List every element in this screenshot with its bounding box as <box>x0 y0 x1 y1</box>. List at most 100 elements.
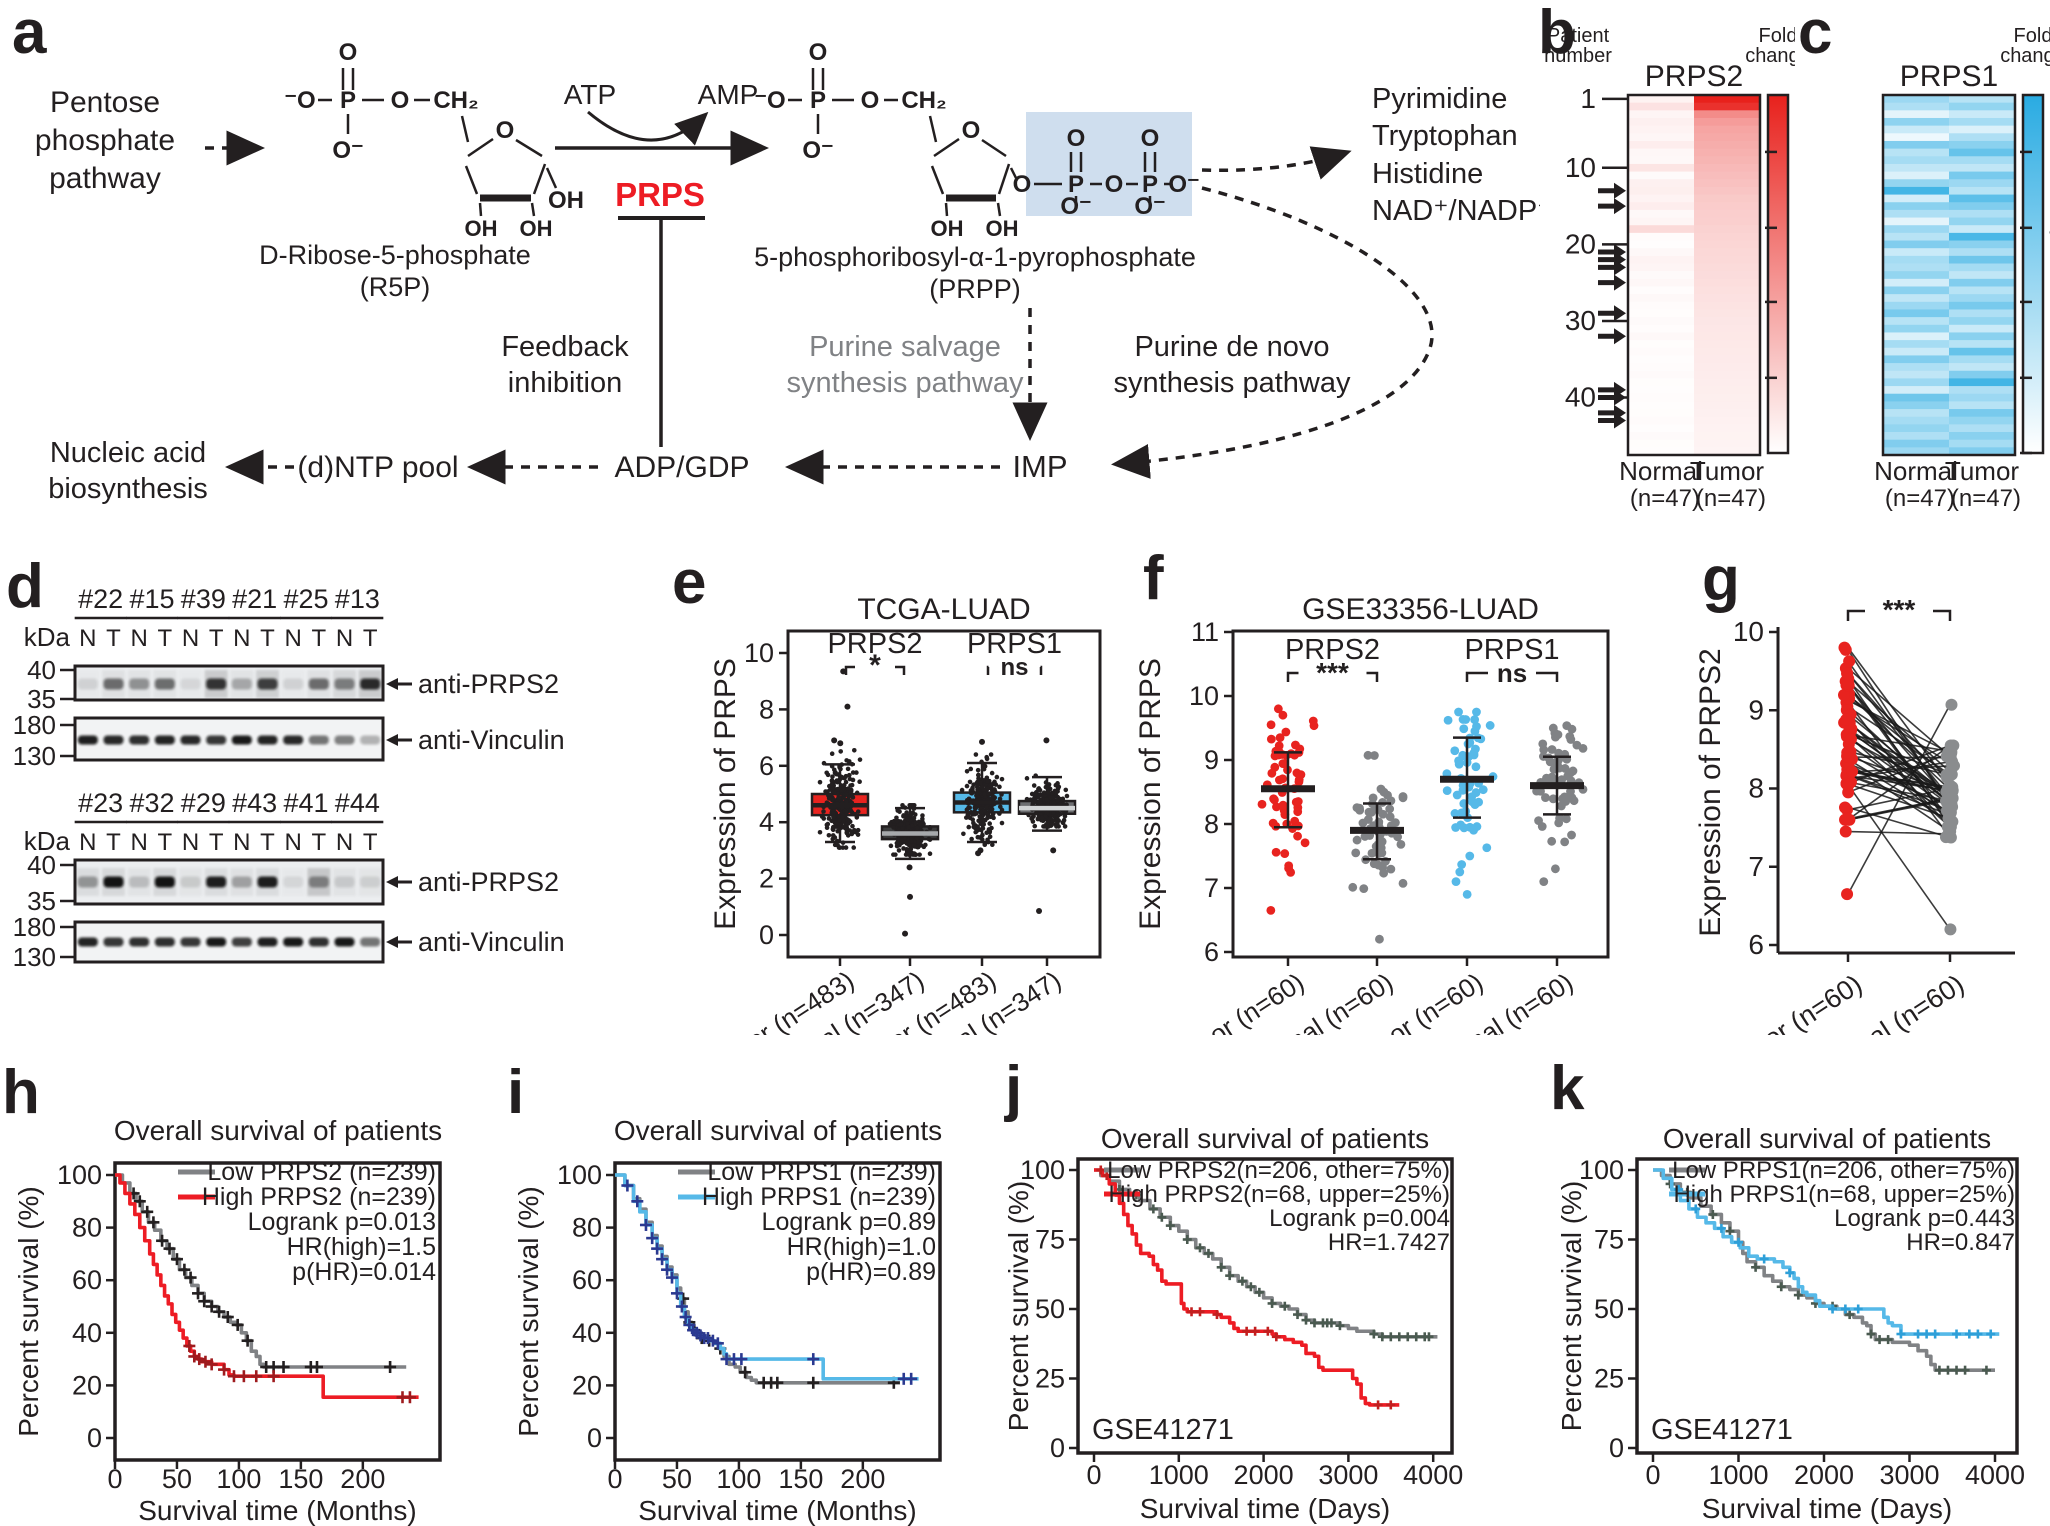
blot-band <box>180 937 201 947</box>
data-point <box>850 795 856 800</box>
patient-number-label: Patient <box>1547 25 1610 47</box>
heatmap-cell-normal <box>1628 140 1694 150</box>
data-point <box>911 851 917 856</box>
data-point <box>990 842 995 848</box>
data-point <box>1049 822 1055 828</box>
heatmap-cell-normal <box>1883 110 1949 119</box>
heatmap-cell-normal <box>1883 409 1949 418</box>
data-point <box>888 843 894 849</box>
lane-label: N <box>233 829 250 856</box>
x-tick-label: 3000 <box>1318 1460 1378 1490</box>
data-point <box>900 826 906 831</box>
heatmap-cell-tumor <box>1694 340 1760 349</box>
y-tick-label: 40 <box>572 1318 602 1348</box>
data-point <box>1451 823 1461 832</box>
heatmap-cell-tumor <box>1949 163 2015 173</box>
blot-band <box>257 876 278 888</box>
data-point <box>1309 721 1319 731</box>
data-point <box>981 762 986 768</box>
stat-label: HR=0.847 <box>1906 1229 2015 1256</box>
marker-label: 40 <box>27 850 56 880</box>
pair-line <box>1847 680 1951 773</box>
antibody-label: anti-PRPS2 <box>418 669 559 699</box>
outlier-point <box>1050 847 1057 854</box>
y-tick-label: 7 <box>1204 873 1219 903</box>
blot-band <box>257 678 278 690</box>
data-point <box>1556 801 1566 811</box>
heatmap-cell-normal <box>1883 363 1949 372</box>
data-point <box>973 752 979 757</box>
stat-label: Logrank p=0.89 <box>762 1208 936 1236</box>
atp-label: ATP <box>564 79 616 110</box>
data-point <box>823 789 828 794</box>
pentose-line1: Pentose <box>50 86 160 119</box>
data-point <box>830 774 835 779</box>
data-point <box>1286 867 1296 877</box>
heatmap-title: PRPS1 <box>1900 60 1998 93</box>
blot-band <box>283 735 304 745</box>
y-axis-label: Percent survival (%) <box>1003 1181 1034 1432</box>
data-point <box>894 840 900 846</box>
data-point <box>967 779 973 785</box>
data-point <box>1360 832 1370 841</box>
blot-band <box>180 876 201 888</box>
chart-title: TCGA-LUAD <box>857 593 1030 626</box>
lane-label: T <box>363 625 378 652</box>
data-point <box>898 822 904 827</box>
km-prps1-months-panel: Overall survival of patients Percent surv… <box>500 1060 1000 1526</box>
data-point <box>840 840 846 845</box>
heatmap-cell-normal <box>1628 424 1694 433</box>
data-point <box>904 847 909 852</box>
data-point <box>1051 800 1057 806</box>
data-point <box>1054 815 1060 821</box>
normal-point <box>1942 827 1955 840</box>
data-point <box>1053 782 1059 788</box>
blot-band <box>257 735 278 745</box>
blot-band <box>154 735 175 745</box>
heatmap-cell-tumor <box>1694 179 1760 188</box>
data-point <box>920 816 925 822</box>
y-tick-label: 0 <box>1609 1433 1624 1463</box>
data-point <box>1385 812 1395 822</box>
heatmap-cell-tumor <box>1694 370 1760 380</box>
tumor-point <box>1842 778 1855 791</box>
heatmap-cell-normal <box>1883 416 1949 425</box>
data-point <box>901 813 906 819</box>
data-point <box>964 768 970 774</box>
data-point <box>975 834 981 840</box>
heatmap-cell-tumor <box>1949 301 2015 311</box>
pair-line <box>1847 649 1951 808</box>
data-point <box>914 835 920 841</box>
y-tick-label: 80 <box>572 1213 602 1243</box>
heatmap-cell-tumor <box>1694 447 1760 456</box>
data-point <box>826 832 832 838</box>
sample-arrow-icon <box>1598 198 1626 215</box>
heatmap-cell-tumor <box>1949 140 2015 150</box>
outlier-point <box>975 850 982 857</box>
blot-band <box>360 678 381 690</box>
data-point <box>899 838 905 843</box>
data-point <box>1062 824 1068 829</box>
data-point <box>830 836 836 842</box>
sample-id-label: #41 <box>283 788 328 818</box>
heatmap-cell-normal <box>1883 278 1949 288</box>
pair-line <box>1847 773 1951 812</box>
data-point <box>848 783 853 788</box>
chart-title: Overall survival of patients <box>614 1115 942 1146</box>
data-point <box>1470 715 1480 725</box>
y-tick-label: 40 <box>72 1318 102 1348</box>
y-tick-label: 7 <box>1748 851 1764 882</box>
km-plot-k: Overall survival of patients Percent surv… <box>1556 1123 2025 1524</box>
heatmap-cell-normal <box>1883 232 1949 242</box>
y-tick-label: 9 <box>1204 745 1219 775</box>
sample-id-label: #39 <box>181 584 226 614</box>
heatmap-cell-tumor <box>1694 186 1760 196</box>
sample-id-label: #29 <box>181 788 226 818</box>
data-point <box>1281 727 1291 737</box>
svg-text:O⁻: O⁻ <box>1134 193 1165 220</box>
heatmap-cell-normal <box>1628 294 1694 303</box>
data-point <box>835 842 840 848</box>
blot-band <box>180 678 201 690</box>
heatmap-cell-normal <box>1883 317 1949 326</box>
gene-label: PRPS2 <box>1285 634 1380 666</box>
